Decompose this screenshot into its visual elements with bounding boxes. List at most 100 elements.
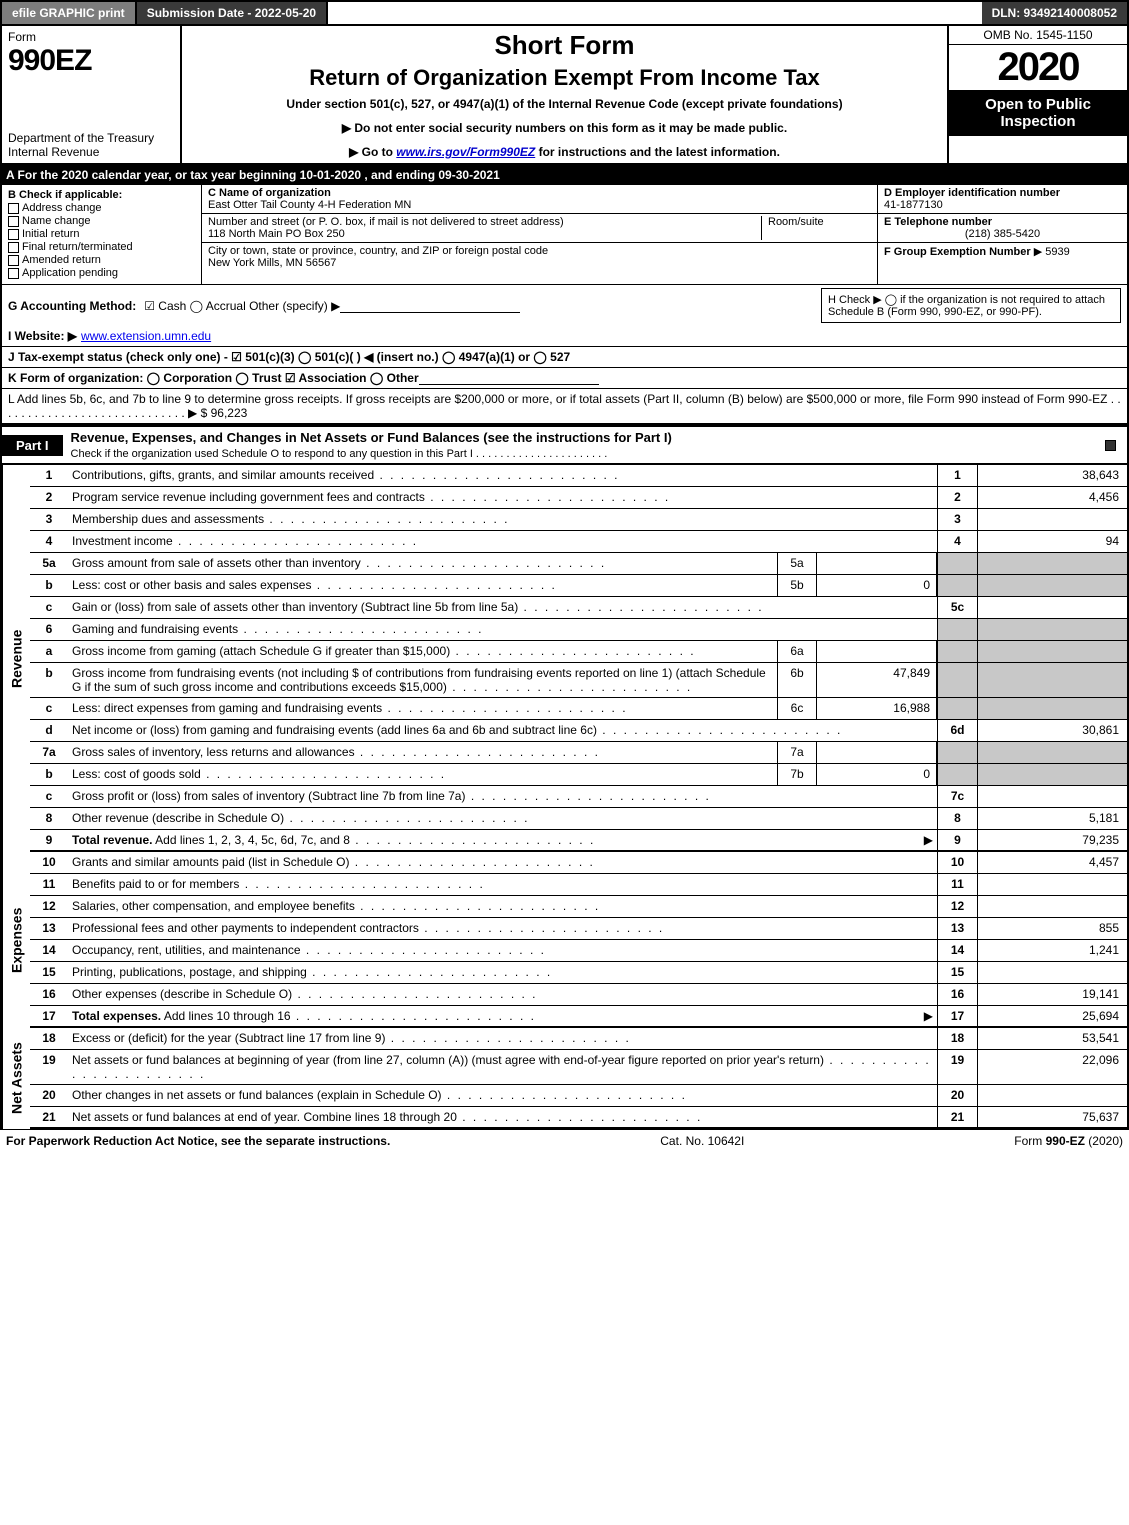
- org-name-label: C Name of organization: [208, 187, 411, 199]
- part1-title: Revenue, Expenses, and Changes in Net As…: [63, 427, 1105, 463]
- k-text[interactable]: K Form of organization: ◯ Corporation ◯ …: [8, 371, 419, 385]
- num-col-shaded: [937, 663, 977, 697]
- line-5a: 5aGross amount from sale of assets other…: [30, 553, 1127, 575]
- j-text[interactable]: J Tax-exempt status (check only one) - ☑…: [8, 350, 570, 364]
- g-options[interactable]: ☑ Cash ◯ Accrual Other (specify) ▶: [144, 299, 340, 313]
- tax-year-text: A For the 2020 calendar year, or tax yea…: [6, 168, 500, 182]
- tel-value: (218) 385-5420: [884, 228, 1121, 240]
- efile-print-button[interactable]: efile GRAPHIC print: [2, 2, 137, 24]
- line-desc: Investment income: [68, 531, 937, 552]
- street-cell: Number and street (or P. O. box, if mail…: [202, 214, 877, 243]
- line-4: 4Investment income494: [30, 531, 1127, 553]
- sub-line-val: 0: [817, 764, 937, 785]
- g-label: G Accounting Method:: [8, 299, 136, 313]
- val-col: 94: [977, 531, 1127, 552]
- line-3: 3Membership dues and assessments3: [30, 509, 1127, 531]
- line-desc: Gross amount from sale of assets other t…: [68, 553, 777, 574]
- website-link[interactable]: www.extension.umn.edu: [81, 329, 211, 343]
- sub-line-val: [817, 742, 937, 763]
- line-a: aGross income from gaming (attach Schedu…: [30, 641, 1127, 663]
- val-col: [977, 1085, 1127, 1106]
- line-desc: Program service revenue including govern…: [68, 487, 937, 508]
- line-no: 6: [30, 619, 68, 640]
- line-no: 4: [30, 531, 68, 552]
- sub-line-val: [817, 641, 937, 662]
- h-box: H Check ▶ ◯ if the organization is not r…: [821, 288, 1121, 323]
- sub-line-val: 47,849: [817, 663, 937, 697]
- footer-left: For Paperwork Reduction Act Notice, see …: [6, 1134, 390, 1148]
- line-desc: Gross sales of inventory, less returns a…: [68, 742, 777, 763]
- val-col: 75,637: [977, 1107, 1127, 1127]
- line-b: bGross income from fundraising events (n…: [30, 663, 1127, 698]
- line-desc: Membership dues and assessments: [68, 509, 937, 530]
- num-col: 11: [937, 874, 977, 895]
- line-no: 15: [30, 962, 68, 983]
- row-g-h: G Accounting Method: ☑ Cash ◯ Accrual Ot…: [0, 285, 1129, 326]
- val-col-shaded: [977, 619, 1127, 640]
- val-col: [977, 962, 1127, 983]
- line-desc: Salaries, other compensation, and employ…: [68, 896, 937, 917]
- g-other-input[interactable]: [340, 299, 520, 313]
- header-right: OMB No. 1545-1150 2020 Open to Public In…: [947, 26, 1127, 163]
- goto-post: for instructions and the latest informat…: [535, 145, 780, 159]
- line-no: 3: [30, 509, 68, 530]
- chk-address-change[interactable]: Address change: [8, 202, 195, 214]
- chk-final-return[interactable]: Final return/terminated: [8, 241, 195, 253]
- line-no: c: [30, 698, 68, 719]
- val-col: [977, 509, 1127, 530]
- city-value: New York Mills, MN 56567: [208, 257, 548, 269]
- form-number: 990EZ: [8, 44, 174, 78]
- chk-amended-return[interactable]: Amended return: [8, 254, 195, 266]
- sub-line-no: 7a: [777, 742, 817, 763]
- line-desc: Less: cost or other basis and sales expe…: [68, 575, 777, 596]
- org-name-cell: C Name of organization East Otter Tail C…: [202, 185, 877, 214]
- header-left: Form 990EZ Department of the Treasury In…: [2, 26, 182, 163]
- street-label: Number and street (or P. O. box, if mail…: [208, 216, 761, 228]
- chk-initial-return[interactable]: Initial return: [8, 228, 195, 240]
- side-expenses: Expenses: [2, 852, 30, 1028]
- group-label: F Group Exemption Number: [884, 246, 1031, 258]
- topbar-spacer: [328, 2, 981, 24]
- l-text: L Add lines 5b, 6c, and 7b to line 9 to …: [8, 392, 1121, 420]
- chk-name-change[interactable]: Name change: [8, 215, 195, 227]
- short-form-title: Short Form: [188, 30, 941, 61]
- val-col: 855: [977, 918, 1127, 939]
- group-value: ▶ 5939: [1034, 246, 1070, 258]
- ein-cell: D Employer identification number 41-1877…: [878, 185, 1127, 214]
- part1-header: Part I Revenue, Expenses, and Changes in…: [0, 425, 1129, 465]
- val-col-shaded: [977, 764, 1127, 785]
- line-c: cLess: direct expenses from gaming and f…: [30, 698, 1127, 720]
- num-col: 18: [937, 1028, 977, 1049]
- opt-final-return: Final return/terminated: [22, 241, 133, 253]
- line-desc: Benefits paid to or for members: [68, 874, 937, 895]
- entity-block: B Check if applicable: Address change Na…: [0, 185, 1129, 285]
- top-bar: efile GRAPHIC print Submission Date - 20…: [0, 0, 1129, 26]
- num-col-shaded: [937, 742, 977, 763]
- line-no: 10: [30, 852, 68, 873]
- line-no: 11: [30, 874, 68, 895]
- line-20: 20Other changes in net assets or fund ba…: [30, 1085, 1127, 1107]
- irs-link[interactable]: www.irs.gov/Form990EZ: [396, 145, 535, 159]
- k-other-input[interactable]: [419, 371, 599, 385]
- city-cell: City or town, state or province, country…: [202, 243, 877, 271]
- room-suite: Room/suite: [761, 216, 871, 240]
- line-no: 21: [30, 1107, 68, 1127]
- line-desc: Gross income from gaming (attach Schedul…: [68, 641, 777, 662]
- num-col: 20: [937, 1085, 977, 1106]
- val-col-shaded: [977, 553, 1127, 574]
- line-no: c: [30, 597, 68, 618]
- sub-line-no: 6c: [777, 698, 817, 719]
- part1-checkbox[interactable]: [1105, 438, 1127, 452]
- submission-date-button[interactable]: Submission Date - 2022-05-20: [137, 2, 328, 24]
- line-no: 1: [30, 465, 68, 486]
- form-word: Form: [8, 30, 174, 44]
- open-to-public: Open to Public Inspection: [949, 90, 1127, 136]
- line-no: 20: [30, 1085, 68, 1106]
- form-header: Form 990EZ Department of the Treasury In…: [0, 26, 1129, 165]
- chk-application-pending[interactable]: Application pending: [8, 267, 195, 279]
- line-desc: Net assets or fund balances at end of ye…: [68, 1107, 937, 1127]
- val-col-shaded: [977, 641, 1127, 662]
- num-col: 9: [937, 830, 977, 850]
- num-col: 1: [937, 465, 977, 486]
- line-desc: Other changes in net assets or fund bala…: [68, 1085, 937, 1106]
